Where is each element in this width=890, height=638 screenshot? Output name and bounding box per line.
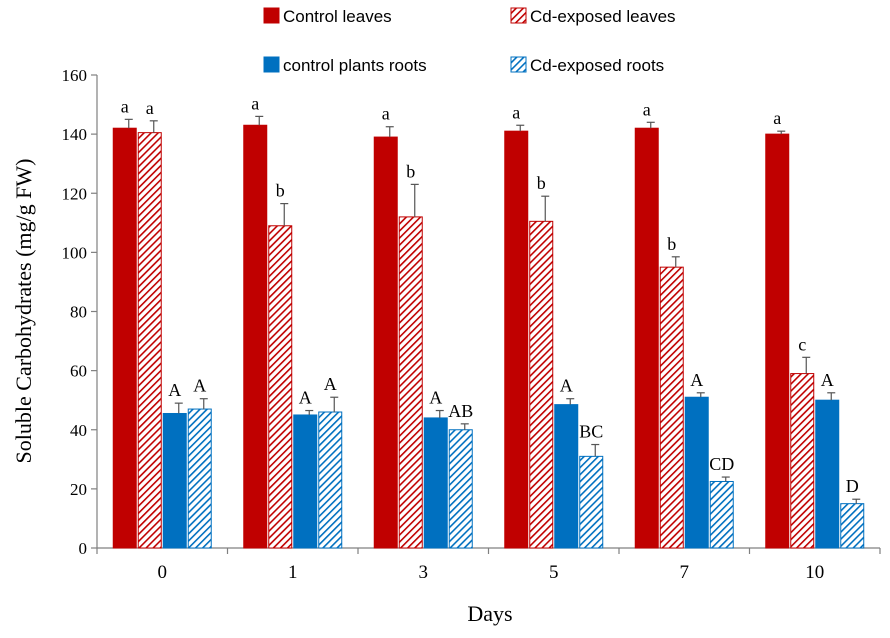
significance-label: A [560, 376, 573, 396]
significance-label: A [690, 370, 703, 390]
y-tick-label: 40 [70, 421, 87, 440]
significance-label: A [299, 388, 312, 408]
x-axis-title: Days [467, 601, 512, 626]
significance-label: a [382, 104, 390, 124]
bar-cd-exposed-leaves-day-7 [659, 266, 684, 549]
significance-label: A [821, 370, 834, 390]
bar-cd-exposed-leaves-day-3 [398, 216, 423, 549]
bar-control-plants-roots-day-10 [815, 399, 840, 549]
legend-label: Cd-exposed roots [530, 56, 664, 75]
significance-label: A [429, 388, 442, 408]
axis-layer: 0 20 40 60 80 100 120 140 160 [62, 66, 881, 558]
bar-cd-exposed-leaves-day-1 [268, 225, 293, 549]
significance-label: b [276, 181, 285, 201]
bar-control-leaves-day-3 [373, 136, 398, 549]
bar-control-plants-roots-day-5 [554, 404, 579, 549]
y-tick-label: 100 [62, 243, 88, 262]
significance-label: c [798, 334, 806, 354]
significance-label: A [168, 380, 181, 400]
y-tick-label: 80 [70, 303, 87, 322]
significance-label: D [846, 476, 859, 496]
bar-cd-exposed-roots-day-5 [579, 455, 604, 549]
bar-control-leaves-day-1 [243, 124, 268, 549]
legend-label: Cd-exposed leaves [530, 7, 676, 26]
x-tick-label: 5 [549, 562, 559, 583]
legend-label: Control leaves [283, 7, 392, 26]
bar-cd-exposed-roots-day-1 [318, 411, 343, 549]
significance-label: b [537, 173, 546, 193]
y-tick-label: 20 [70, 480, 87, 499]
bars-layer [112, 115, 865, 549]
bar-cd-exposed-leaves-day-10 [790, 373, 815, 549]
y-axis-title: Soluble Carbohydrates (mg/g FW) [11, 159, 36, 464]
legend-swatch [510, 7, 527, 24]
significance-label: AB [448, 401, 473, 421]
x-tick-label: 7 [680, 562, 690, 583]
legend-swatch [263, 7, 280, 24]
significance-label: a [146, 98, 154, 118]
bar-control-plants-roots-day-7 [684, 396, 709, 549]
significance-label: a [643, 99, 651, 119]
bar-cd-exposed-leaves-day-0 [137, 132, 162, 549]
significance-label: a [773, 108, 781, 128]
bar-control-leaves-day-5 [504, 130, 529, 549]
bar-control-leaves-day-10 [765, 133, 790, 549]
y-tick-label: 120 [62, 184, 88, 203]
significance-label: BC [579, 422, 603, 442]
legend-swatch [263, 56, 280, 73]
bar-cd-exposed-roots-day-7 [709, 480, 734, 549]
bar-cd-exposed-roots-day-3 [448, 429, 473, 549]
y-tick-label: 60 [70, 362, 87, 381]
bar-cd-exposed-roots-day-0 [187, 408, 212, 549]
significance-label: a [121, 96, 129, 116]
x-tick-label: 0 [158, 562, 168, 583]
y-tick-label: 0 [79, 539, 88, 558]
bar-cd-exposed-roots-day-10 [840, 503, 865, 549]
legend: Control leaves Cd-exposed leaves control p… [263, 7, 676, 75]
x-tick-label: 1 [288, 562, 298, 583]
x-tick-label: 3 [419, 562, 429, 583]
bar-control-plants-roots-day-0 [162, 412, 187, 549]
bar-control-plants-roots-day-3 [423, 417, 448, 549]
legend-swatch [510, 56, 527, 73]
significance-label: CD [709, 454, 734, 474]
y-tick-label: 160 [62, 66, 88, 85]
significance-label: a [251, 93, 259, 113]
legend-label: control plants roots [283, 56, 427, 75]
bar-control-leaves-day-0 [112, 127, 137, 549]
significance-label: a [512, 102, 520, 122]
bar-cd-exposed-leaves-day-5 [529, 220, 554, 549]
significance-label: b [667, 234, 676, 254]
significance-label: b [406, 161, 415, 181]
bar-control-plants-roots-day-1 [293, 414, 318, 549]
y-tick-label: 140 [62, 125, 88, 144]
x-tick-label: 10 [805, 562, 824, 583]
significance-label: A [193, 376, 206, 396]
bar-control-leaves-day-7 [634, 127, 659, 549]
significance-label: A [324, 374, 337, 394]
